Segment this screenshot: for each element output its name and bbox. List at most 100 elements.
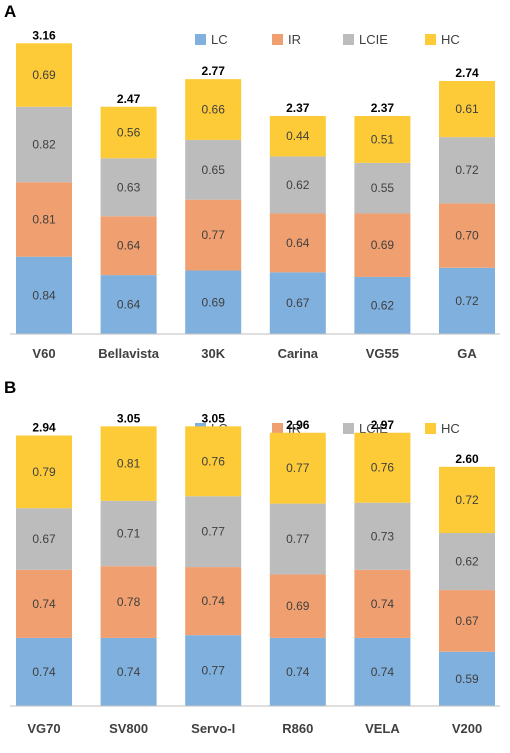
bar-segment-hc-a-4 xyxy=(354,115,411,163)
legend-label-ir: IR xyxy=(288,421,301,436)
bar-segment-ir-b-0 xyxy=(16,569,72,638)
legend-label-lcie: LCIE xyxy=(359,421,388,436)
bar-segment-ir-a-3 xyxy=(269,213,326,273)
stacked-bar-chart-b: LCIRLCIEHC0.740.740.670.792.94VG700.740.… xyxy=(10,411,500,736)
data-label-lc-a-1: 0.64 xyxy=(117,298,141,312)
bar-segment-lcie-b-4 xyxy=(354,502,411,570)
bar-segment-ir-b-2 xyxy=(185,567,242,636)
data-label-hc-b-1: 0.81 xyxy=(117,457,141,471)
category-label-a-1: Bellavista xyxy=(98,346,159,361)
data-label-lcie-b-5: 0.62 xyxy=(455,555,479,569)
data-label-ir-b-5: 0.67 xyxy=(455,614,479,628)
data-label-lcie-b-1: 0.71 xyxy=(117,527,141,541)
data-label-ir-b-1: 0.78 xyxy=(117,595,141,609)
bar-segment-hc-a-3 xyxy=(269,115,326,157)
bar-segment-lcie-b-5 xyxy=(439,533,495,591)
data-label-lc-b-1: 0.74 xyxy=(117,665,141,679)
total-label-b-1: 3.05 xyxy=(117,411,141,425)
bar-segment-ir-a-4 xyxy=(354,213,411,277)
data-label-ir-a-3: 0.64 xyxy=(286,236,310,250)
data-label-lcie-a-1: 0.63 xyxy=(117,180,141,194)
bar-segment-hc-a-5 xyxy=(439,81,495,138)
legend-label-hc: HC xyxy=(441,421,460,436)
bar-segment-lc-b-0 xyxy=(16,637,72,706)
category-label-a-2: 30K xyxy=(201,346,225,361)
bar-segment-lcie-b-1 xyxy=(100,500,157,567)
bar-segment-hc-b-3 xyxy=(269,432,326,504)
panel-label-a: A xyxy=(4,2,17,21)
data-label-lc-b-2: 0.77 xyxy=(202,664,226,678)
bar-segment-lc-b-5 xyxy=(439,651,495,706)
total-label-b-0: 2.94 xyxy=(32,421,56,435)
bar-segment-lc-a-1 xyxy=(100,275,157,334)
data-label-lc-a-3: 0.67 xyxy=(286,296,310,310)
bar-segment-hc-b-1 xyxy=(100,426,157,501)
bar-segment-lcie-a-5 xyxy=(439,137,495,204)
bar-segment-lc-a-0 xyxy=(16,256,72,334)
bar-segment-lc-b-4 xyxy=(354,637,411,706)
bar-segment-hc-a-0 xyxy=(16,43,72,107)
bar-segment-ir-a-5 xyxy=(439,203,495,268)
bar-segment-hc-b-4 xyxy=(354,432,411,503)
data-label-lcie-a-4: 0.55 xyxy=(371,181,395,195)
data-label-lc-a-4: 0.62 xyxy=(371,298,395,312)
data-label-hc-a-4: 0.51 xyxy=(371,132,395,146)
bar-segment-lc-b-1 xyxy=(100,637,157,706)
total-label-b-3: 2.96 xyxy=(286,418,310,432)
bar-segment-lcie-a-3 xyxy=(269,156,326,214)
total-label-a-2: 2.77 xyxy=(202,64,226,78)
category-label-b-5: V200 xyxy=(452,721,482,736)
data-label-hc-a-5: 0.61 xyxy=(455,102,479,116)
total-label-a-1: 2.47 xyxy=(117,92,141,106)
bar-segment-hc-a-1 xyxy=(100,106,157,159)
total-label-a-4: 2.37 xyxy=(371,101,395,115)
data-label-lc-a-0: 0.84 xyxy=(32,288,56,302)
category-label-b-4: VELA xyxy=(365,721,400,736)
category-label-a-3: Carina xyxy=(278,346,319,361)
data-label-lc-b-0: 0.74 xyxy=(32,665,56,679)
bar-segment-lc-a-4 xyxy=(354,276,411,334)
data-label-lcie-a-5: 0.72 xyxy=(455,163,479,177)
category-label-a-0: V60 xyxy=(32,346,55,361)
bar-segment-lc-a-2 xyxy=(185,270,242,334)
bar-segment-lcie-b-2 xyxy=(185,496,242,568)
legend-label-ir: IR xyxy=(288,32,301,47)
data-label-hc-b-3: 0.77 xyxy=(286,461,310,475)
bar-segment-lcie-a-2 xyxy=(185,139,242,200)
data-label-ir-b-0: 0.74 xyxy=(32,597,56,611)
data-label-hc-b-0: 0.79 xyxy=(32,465,56,479)
bar-segment-ir-b-5 xyxy=(439,590,495,652)
data-label-ir-b-3: 0.69 xyxy=(286,599,310,613)
data-label-lc-a-2: 0.69 xyxy=(202,295,226,309)
bar-segment-lc-a-3 xyxy=(269,272,326,334)
panel-label-b: B xyxy=(4,378,17,397)
bar-segment-hc-a-2 xyxy=(185,79,242,140)
total-label-b-2: 3.05 xyxy=(202,411,226,425)
data-label-hc-a-0: 0.69 xyxy=(32,68,56,82)
data-label-hc-a-1: 0.56 xyxy=(117,126,141,140)
bar-segment-ir-b-3 xyxy=(269,574,326,638)
data-label-ir-b-4: 0.74 xyxy=(371,597,395,611)
category-label-b-3: R860 xyxy=(282,721,313,736)
data-label-lcie-b-4: 0.73 xyxy=(371,529,395,543)
data-label-ir-a-2: 0.77 xyxy=(202,228,226,242)
data-label-lc-b-3: 0.74 xyxy=(286,665,310,679)
category-label-a-5: GA xyxy=(457,346,477,361)
legend-swatch-lcie xyxy=(343,34,354,45)
data-label-ir-a-1: 0.64 xyxy=(117,239,141,253)
bar-segment-hc-b-0 xyxy=(16,435,72,509)
data-label-ir-b-2: 0.74 xyxy=(202,594,226,608)
bar-segment-ir-a-2 xyxy=(185,199,242,271)
legend-swatch-ir xyxy=(272,423,283,434)
category-label-b-0: VG70 xyxy=(27,721,60,736)
bar-segment-lc-b-2 xyxy=(185,635,242,706)
data-label-lcie-a-2: 0.65 xyxy=(202,163,226,177)
data-label-ir-a-0: 0.81 xyxy=(32,212,56,226)
data-label-lcie-b-2: 0.77 xyxy=(202,525,226,539)
data-label-lc-a-5: 0.72 xyxy=(455,294,479,308)
bar-segment-lcie-b-3 xyxy=(269,503,326,575)
chart-panel-b: B LCIRLCIEHC0.740.740.670.792.94VG700.74… xyxy=(0,376,510,753)
bar-segment-ir-a-0 xyxy=(16,182,72,257)
bar-segment-ir-b-1 xyxy=(100,566,157,638)
stacked-bar-chart-a: LC IR LCIE HC 0.84 0.81 0.82 0.69 3.16 V60 0.64 0.6… xyxy=(10,28,500,361)
